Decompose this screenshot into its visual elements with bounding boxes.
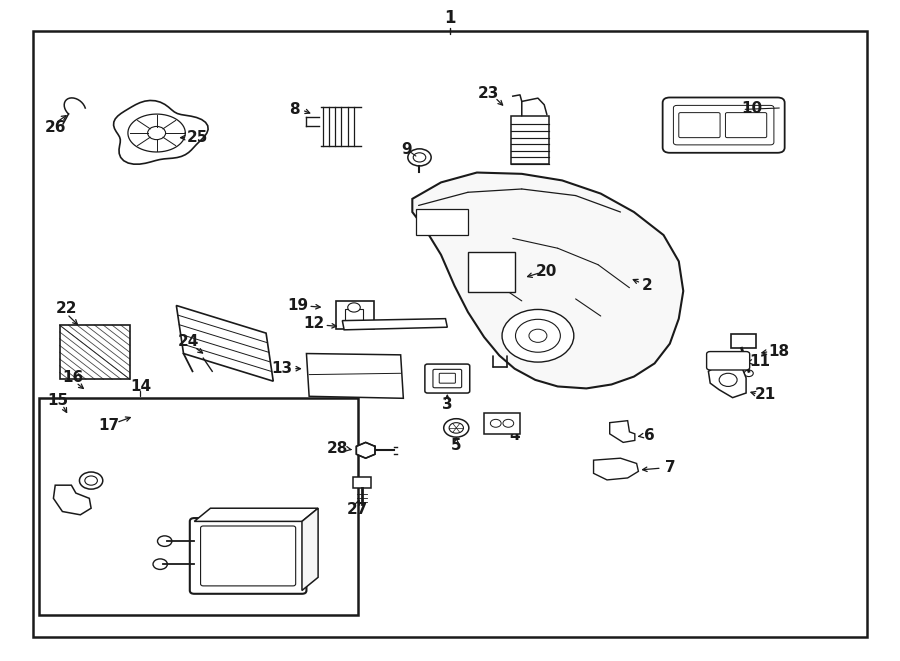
Text: 20: 20 xyxy=(536,264,558,279)
Polygon shape xyxy=(53,485,91,515)
Text: 22: 22 xyxy=(56,301,77,316)
Circle shape xyxy=(85,476,97,485)
Circle shape xyxy=(79,472,103,489)
FancyBboxPatch shape xyxy=(439,373,455,383)
Circle shape xyxy=(719,373,737,387)
Text: 4: 4 xyxy=(509,428,520,444)
Text: 1: 1 xyxy=(445,9,455,27)
Bar xyxy=(39,398,357,615)
Text: 18: 18 xyxy=(768,344,789,359)
Text: 2: 2 xyxy=(642,278,652,293)
Bar xyxy=(511,116,549,164)
FancyBboxPatch shape xyxy=(673,105,774,145)
Bar xyxy=(484,412,520,434)
Circle shape xyxy=(408,149,431,166)
FancyBboxPatch shape xyxy=(201,526,296,586)
Bar xyxy=(353,477,371,488)
Text: 23: 23 xyxy=(478,86,500,101)
Text: 28: 28 xyxy=(328,442,348,457)
Text: 16: 16 xyxy=(62,370,84,385)
Circle shape xyxy=(444,418,469,437)
Text: 24: 24 xyxy=(177,334,199,349)
Circle shape xyxy=(502,309,574,362)
Text: 11: 11 xyxy=(749,354,770,369)
Text: 15: 15 xyxy=(48,393,68,408)
FancyBboxPatch shape xyxy=(433,369,462,388)
Text: 12: 12 xyxy=(303,317,324,331)
Circle shape xyxy=(744,370,753,377)
Text: 5: 5 xyxy=(451,438,462,453)
Polygon shape xyxy=(412,173,683,389)
Text: 26: 26 xyxy=(44,120,66,136)
Text: 7: 7 xyxy=(664,460,675,475)
Text: 9: 9 xyxy=(401,142,412,157)
Circle shape xyxy=(497,274,513,286)
Polygon shape xyxy=(342,319,447,330)
Polygon shape xyxy=(302,508,318,590)
Polygon shape xyxy=(356,442,375,458)
Circle shape xyxy=(491,419,501,427)
Circle shape xyxy=(413,153,426,162)
Text: 19: 19 xyxy=(287,298,308,313)
Text: 10: 10 xyxy=(741,100,762,116)
Circle shape xyxy=(516,319,561,352)
FancyBboxPatch shape xyxy=(679,112,720,137)
Bar xyxy=(731,334,756,348)
Circle shape xyxy=(503,419,514,427)
FancyBboxPatch shape xyxy=(725,112,767,137)
FancyBboxPatch shape xyxy=(190,518,306,594)
Polygon shape xyxy=(609,420,634,442)
Circle shape xyxy=(148,126,166,139)
Polygon shape xyxy=(306,354,403,399)
Circle shape xyxy=(449,422,464,433)
Circle shape xyxy=(529,329,547,342)
Text: 13: 13 xyxy=(272,361,292,376)
Bar xyxy=(468,252,515,292)
Circle shape xyxy=(158,536,172,547)
Bar xyxy=(59,325,130,379)
Polygon shape xyxy=(708,365,746,398)
Bar xyxy=(345,309,363,321)
Text: 14: 14 xyxy=(130,379,151,394)
Text: 21: 21 xyxy=(755,387,777,402)
FancyBboxPatch shape xyxy=(425,364,470,393)
Text: 8: 8 xyxy=(290,102,300,118)
Text: 3: 3 xyxy=(442,397,453,412)
FancyBboxPatch shape xyxy=(706,352,750,370)
Polygon shape xyxy=(113,100,208,164)
Text: 27: 27 xyxy=(346,502,368,517)
Circle shape xyxy=(347,303,360,312)
FancyBboxPatch shape xyxy=(662,97,785,153)
Polygon shape xyxy=(194,508,318,522)
Bar xyxy=(416,209,468,235)
Polygon shape xyxy=(710,354,746,368)
Text: 6: 6 xyxy=(644,428,654,444)
Text: 25: 25 xyxy=(186,130,208,145)
Circle shape xyxy=(153,559,167,569)
Polygon shape xyxy=(594,458,638,480)
Bar xyxy=(336,301,374,329)
Text: 17: 17 xyxy=(98,418,120,434)
Polygon shape xyxy=(176,305,274,381)
Bar xyxy=(488,266,526,293)
